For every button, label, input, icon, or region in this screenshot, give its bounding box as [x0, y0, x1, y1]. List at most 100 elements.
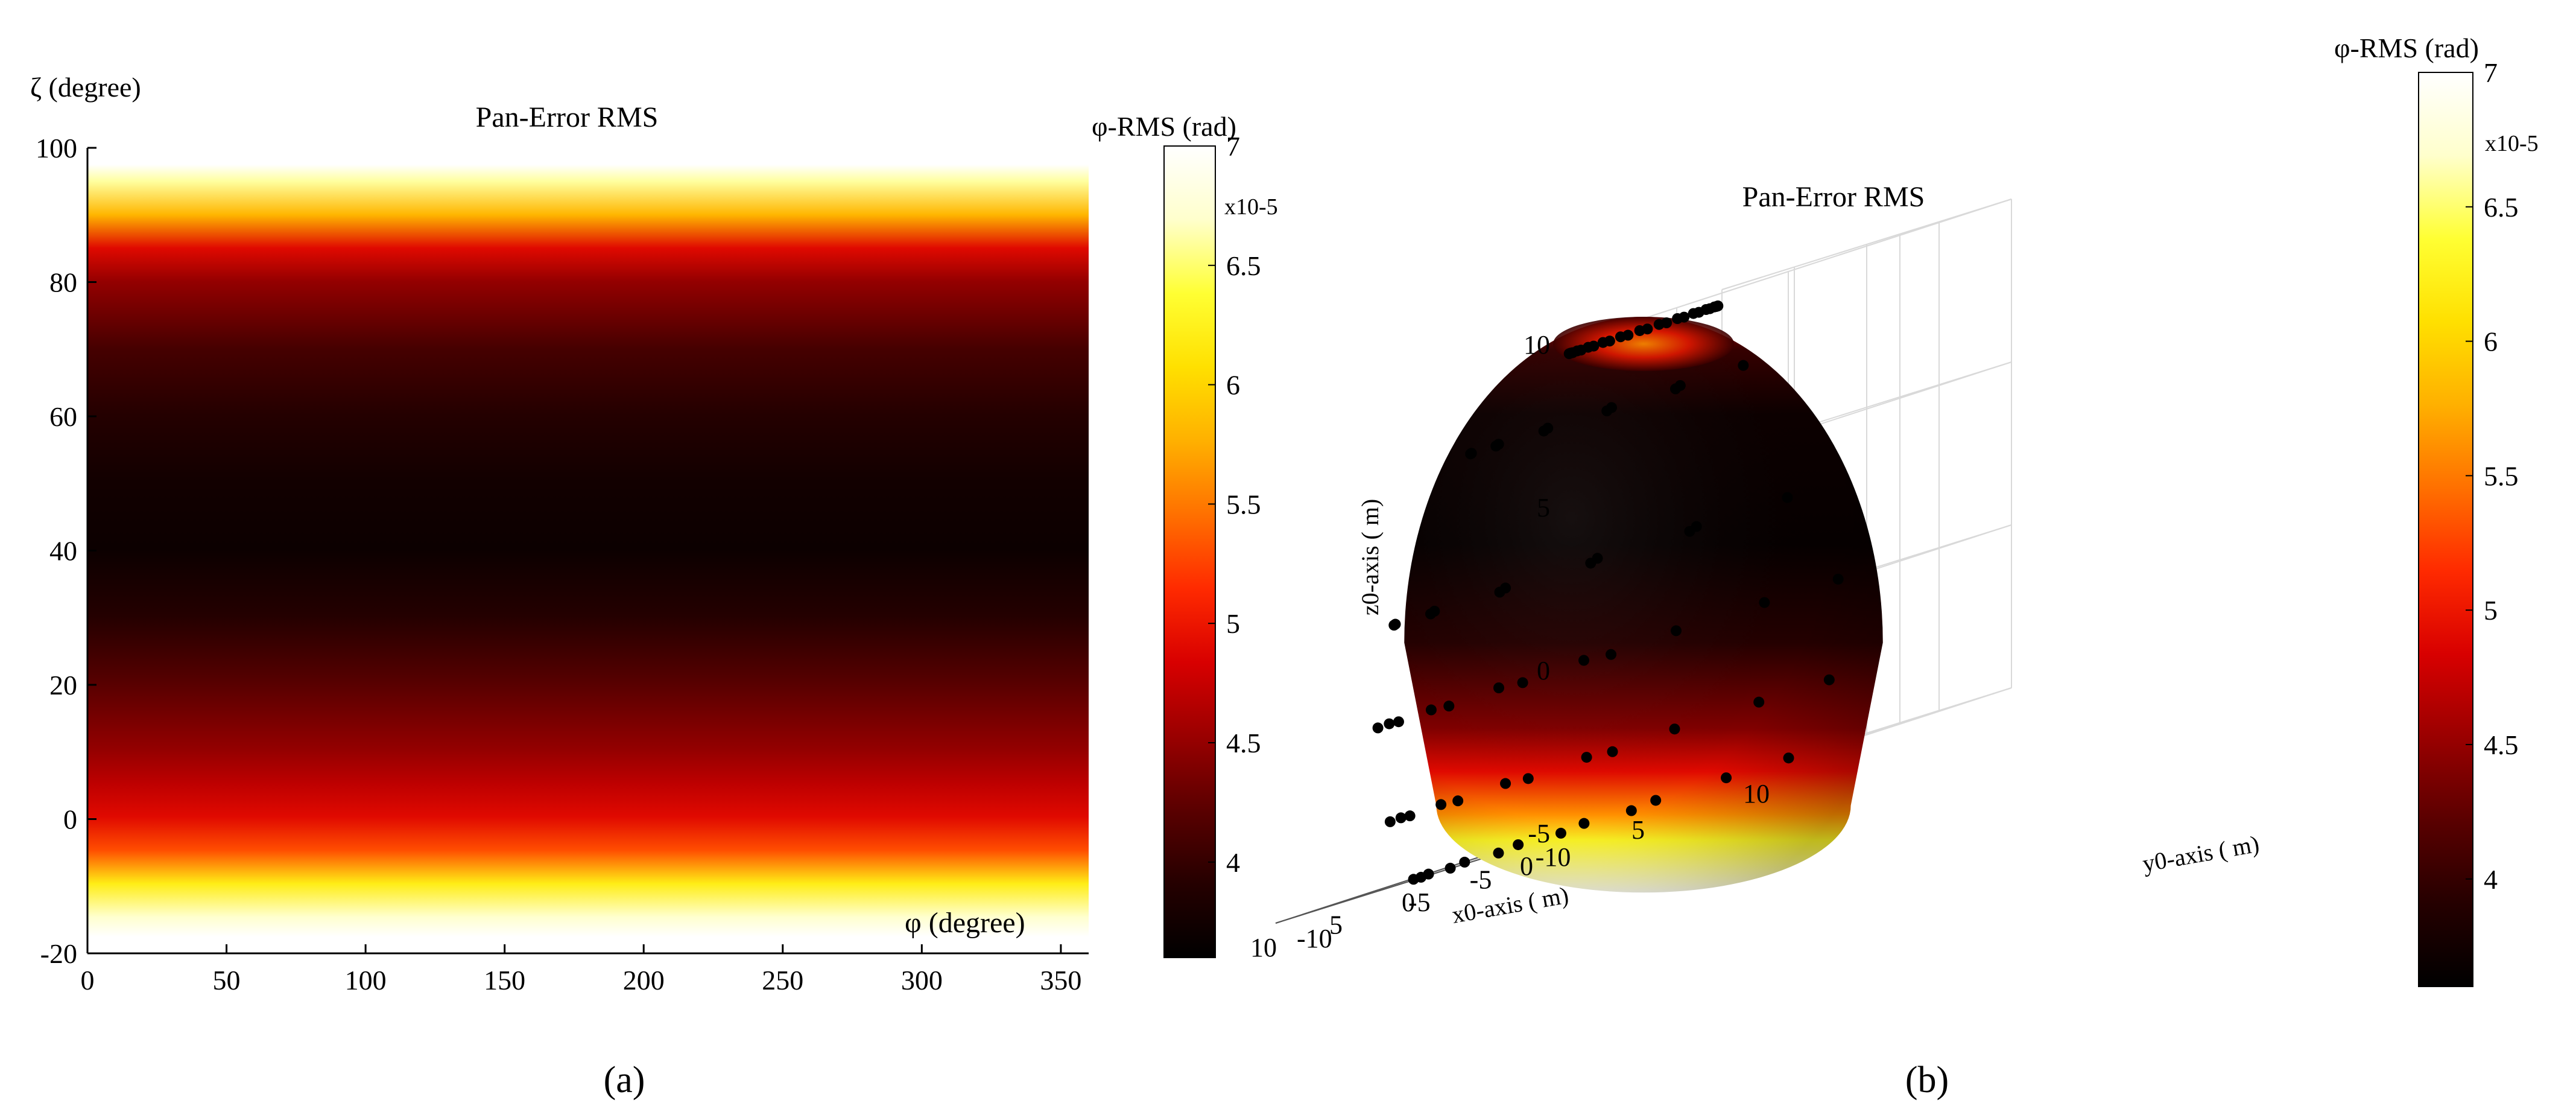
- sample-point: [1578, 818, 1590, 829]
- x-tick-label: 0: [81, 965, 95, 996]
- panel-b-ylabel: y0-axis ( m): [2141, 830, 2261, 877]
- colorbar-tick-label: 7: [1226, 131, 1240, 162]
- panel-a-colorbar-scale: x10-5: [1224, 194, 1278, 220]
- sample-point: [1782, 492, 1793, 503]
- heatmap-area: [87, 148, 1089, 950]
- sample-point: [1459, 856, 1470, 868]
- sample-point: [1753, 696, 1765, 708]
- y-tick-label: 10: [1743, 779, 1770, 809]
- sample-point: [1435, 799, 1447, 810]
- sample-point: [1622, 329, 1634, 341]
- sample-point: [1408, 874, 1419, 885]
- sample-point: [1404, 810, 1416, 822]
- sample-point: [1445, 862, 1456, 874]
- sample-point: [1601, 405, 1613, 417]
- y-tick-label: 5: [1631, 815, 1645, 845]
- colorbar-tick-label: 4.5: [1226, 728, 1261, 758]
- colorbar-tick-label: 5: [2484, 595, 2498, 626]
- y-tick-label: 40: [49, 536, 77, 567]
- sphere-sample-points: [1372, 300, 1844, 885]
- panel-b-colorbar-ticks: 4 4.5 5 5.5 6 6.5 7: [2466, 57, 2519, 895]
- colorbar-tick-label: 6.5: [2484, 192, 2519, 223]
- panel-a-colorbar-label: φ-RMS (rad): [1092, 111, 1236, 142]
- sample-point: [1578, 655, 1590, 666]
- y-tick-label: 0: [1520, 851, 1533, 881]
- y-tick-label: 60: [49, 401, 77, 432]
- sample-point: [1522, 773, 1534, 784]
- y-tick-label: 0: [63, 804, 77, 835]
- sample-point: [1384, 718, 1395, 729]
- sample-point: [1642, 323, 1653, 335]
- x-tick-label: 350: [1040, 965, 1081, 996]
- sample-point: [1604, 335, 1615, 347]
- sample-point: [1783, 752, 1794, 764]
- x-tick-label: -10: [1536, 842, 1571, 872]
- sample-point: [1650, 795, 1662, 806]
- sphere-surface: [1372, 300, 1883, 893]
- sample-point: [1606, 649, 1617, 660]
- panel-b-colorbar: [2418, 72, 2473, 987]
- sample-point: [1425, 704, 1437, 716]
- colorbar-tick-label: 7: [2484, 57, 2498, 88]
- sample-point: [1684, 526, 1695, 537]
- sample-point: [1443, 701, 1455, 712]
- sample-point: [1704, 303, 1715, 314]
- y-tick-label: 80: [49, 267, 77, 298]
- z-tick-label: -5: [1528, 819, 1550, 848]
- sample-point: [1494, 586, 1505, 598]
- panel-b-z-ticks: -5 0 5 10: [1524, 330, 1550, 848]
- sample-point: [1670, 383, 1682, 395]
- colorbar-tick-label: 5: [1226, 608, 1240, 639]
- sample-point: [1738, 360, 1749, 371]
- panel-b-title: Pan-Error RMS: [1742, 181, 1925, 213]
- panel-b-zlabel: z0-axis ( m): [1356, 499, 1384, 615]
- sample-point: [1493, 682, 1504, 693]
- sample-point: [1500, 778, 1511, 789]
- sample-point: [1625, 805, 1637, 816]
- sample-point: [1429, 605, 1440, 617]
- sample-point: [1390, 618, 1401, 630]
- sample-point: [1661, 317, 1673, 329]
- x-tick-label: 5: [1329, 910, 1343, 940]
- y-tick-label: 100: [36, 133, 77, 164]
- sample-point: [1555, 827, 1566, 839]
- panel-a-title: Pan-Error RMS: [476, 101, 659, 133]
- sample-point: [1669, 723, 1680, 735]
- x-tick-label: 200: [623, 965, 665, 996]
- sample-point: [1372, 722, 1384, 734]
- sample-point: [1721, 772, 1732, 784]
- sample-point: [1493, 439, 1504, 450]
- caption-a: (a): [604, 1060, 645, 1101]
- colorbar-tick-label: 5.5: [1226, 489, 1261, 520]
- x-tick-label: 150: [484, 965, 525, 996]
- sample-point: [1585, 558, 1597, 569]
- sample-point: [1832, 573, 1844, 585]
- z-tick-label: 0: [1537, 656, 1550, 685]
- sample-point: [1693, 307, 1704, 318]
- sample-point: [1679, 311, 1690, 323]
- panel-b-colorbar-scale: x10-5: [2485, 131, 2539, 156]
- panel-b-xlabel: x0-axis ( m): [1450, 882, 1571, 929]
- sample-point: [1583, 342, 1594, 353]
- sample-point: [1384, 816, 1396, 827]
- y-tick-label: -20: [40, 938, 77, 969]
- colorbar-tick-label: 6: [2484, 326, 2498, 357]
- sample-point: [1513, 839, 1524, 850]
- panel-a-x-ticks: 0 50 100 150 200 250 300 350: [81, 944, 1081, 996]
- sample-point: [1759, 597, 1770, 608]
- sample-point: [1493, 847, 1504, 859]
- y-tick-label: 20: [49, 670, 77, 701]
- x-tick-label: 300: [901, 965, 943, 996]
- sample-point: [1393, 716, 1404, 728]
- sample-point: [1572, 345, 1583, 357]
- y-tick-label: -10: [1297, 924, 1332, 953]
- z-tick-label: 5: [1537, 493, 1550, 523]
- sample-point: [1538, 425, 1549, 437]
- sample-point: [1423, 868, 1434, 880]
- caption-b: (b): [1905, 1060, 1949, 1101]
- sample-point: [1823, 674, 1835, 685]
